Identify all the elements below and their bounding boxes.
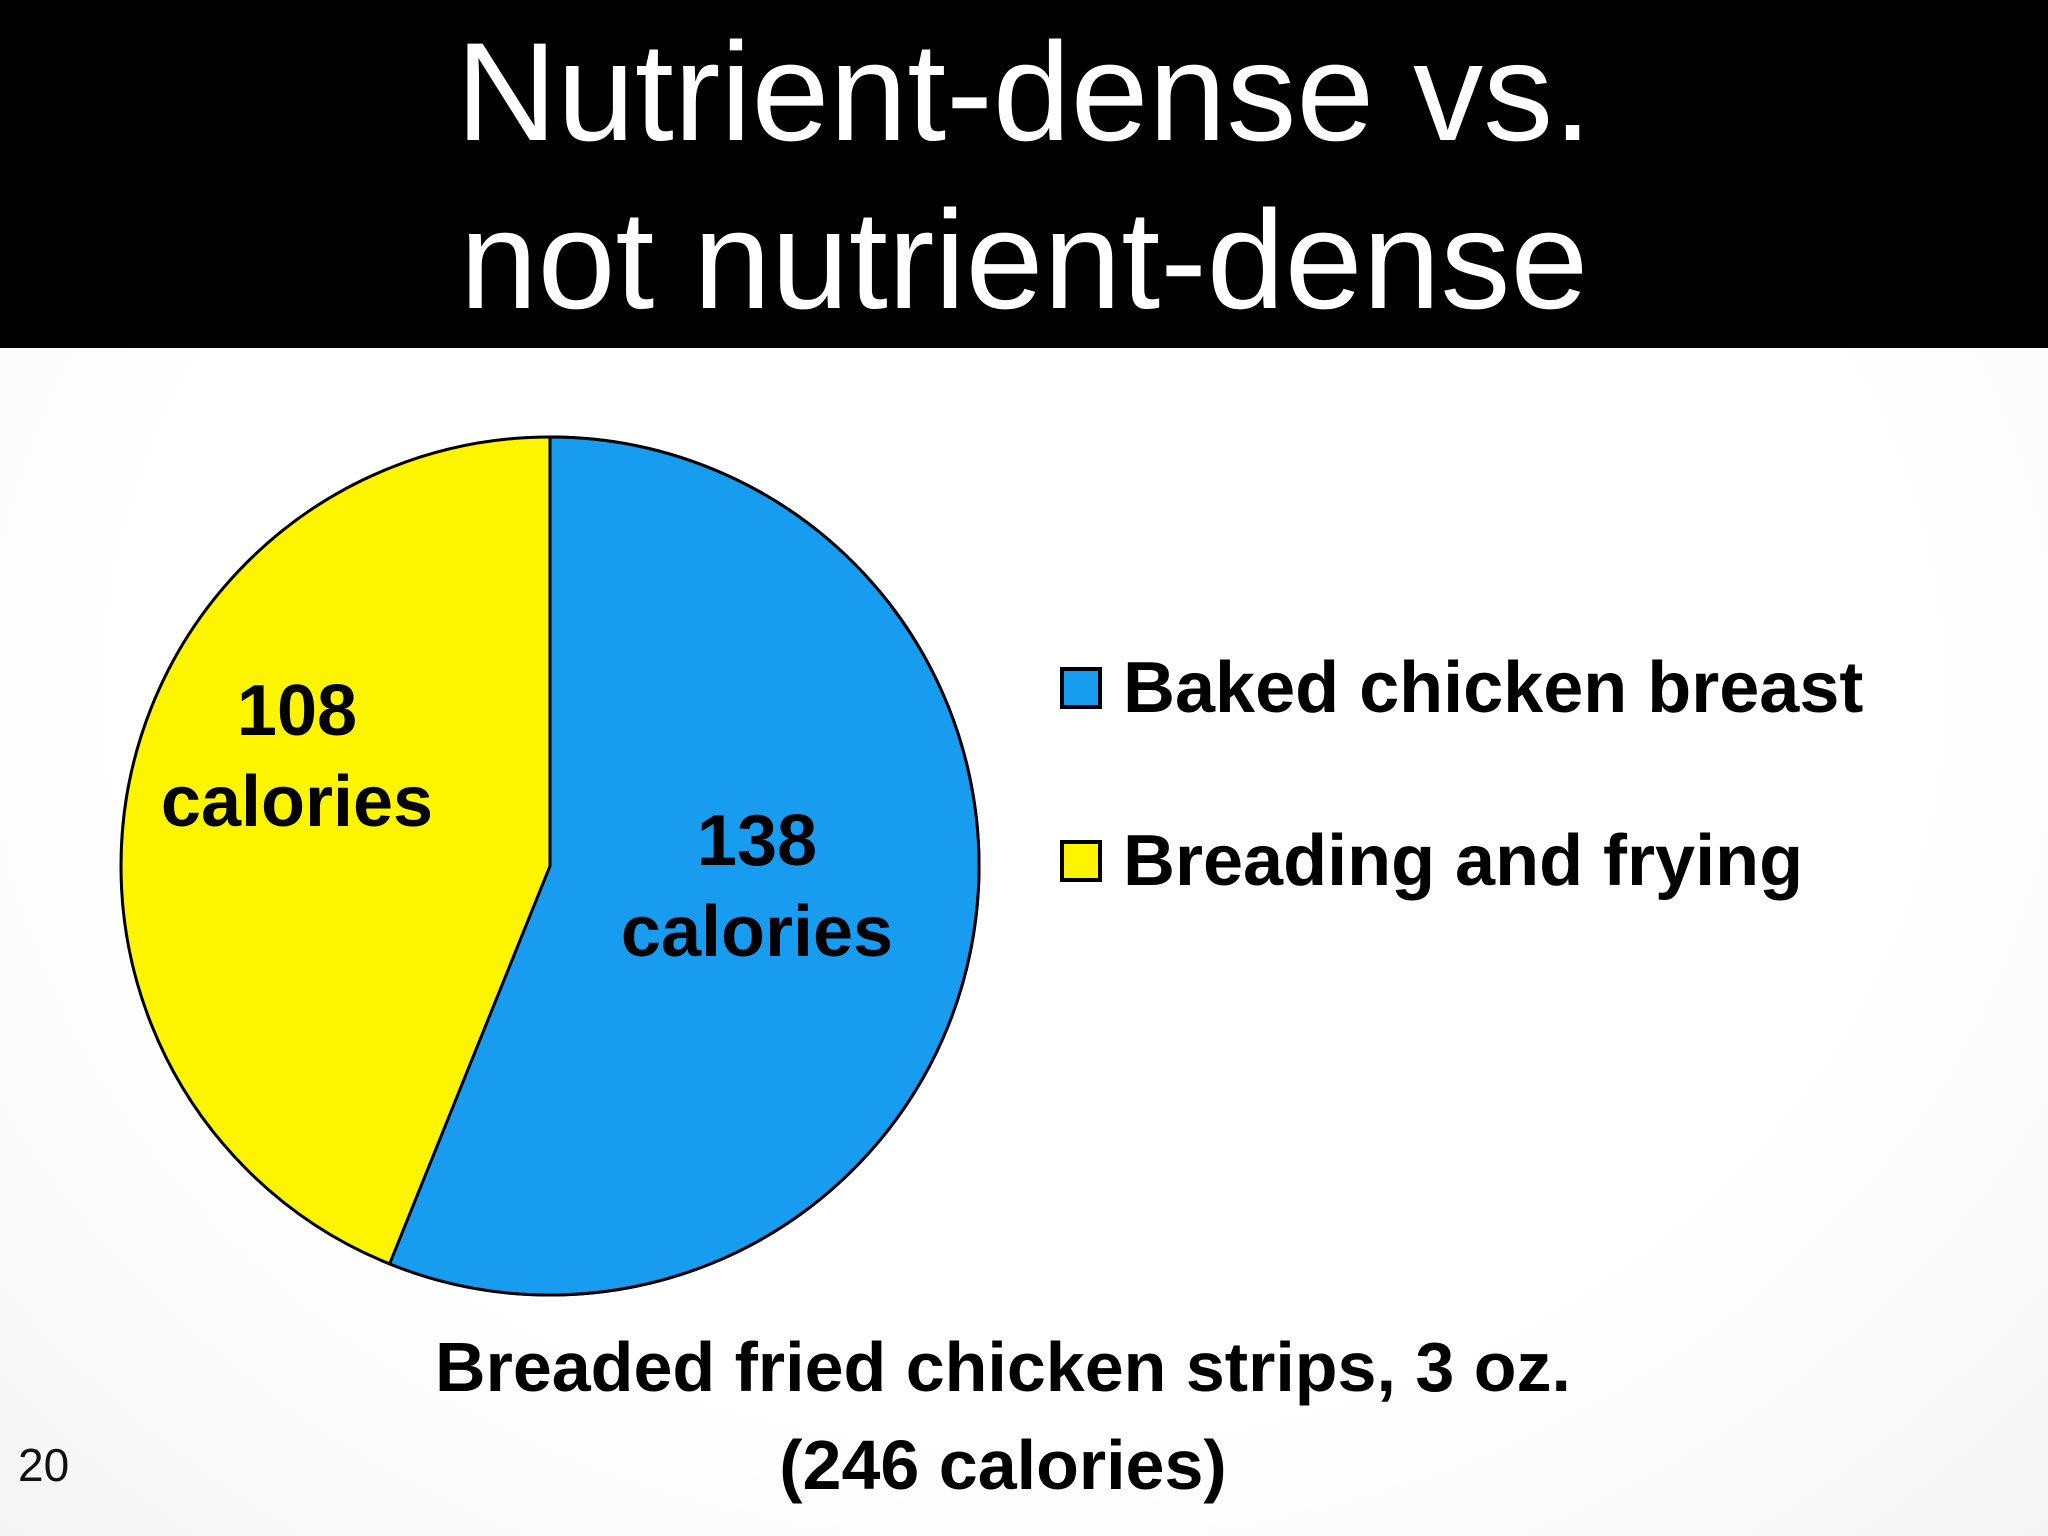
pie-label-value: 138: [696, 801, 818, 881]
caption-line-1: Breaded fried chicken strips, 3 oz.: [435, 1328, 1571, 1406]
pie-slice-baked-chicken-breast: [388, 435, 981, 1297]
legend-label-baked-chicken-breast: Baked chicken breast: [1123, 648, 1864, 728]
slide-title: Nutrient-dense vs. not nutrient-dense: [456, 4, 1592, 344]
page-number: 20: [18, 1439, 70, 1491]
title-line-2: not nutrient-dense: [459, 181, 1589, 338]
caption-line-2: (246 calories): [779, 1426, 1227, 1504]
legend-item-baked-chicken-breast: Baked chicken breast: [1060, 646, 1863, 730]
pie-chart: [119, 435, 981, 1297]
pie-label-unit: calories: [620, 892, 894, 972]
pie-label-value: 108: [236, 671, 358, 751]
legend-label-breading-and-frying: Breading and frying: [1123, 821, 1804, 901]
pie-label-unit: calories: [160, 762, 434, 842]
chart-caption: Breaded fried chicken strips, 3 oz. (246…: [303, 1318, 1703, 1514]
pie-label-breading-and-frying: 108 calories: [161, 666, 433, 848]
legend-item-breading-and-frying: Breading and frying: [1060, 819, 1803, 903]
legend-swatch-yellow-icon: [1060, 840, 1102, 882]
pie-label-baked-chicken-breast: 138 calories: [621, 796, 893, 978]
title-banner: Nutrient-dense vs. not nutrient-dense: [0, 0, 2048, 348]
legend-swatch-blue-icon: [1060, 667, 1102, 709]
title-line-1: Nutrient-dense vs.: [455, 13, 1593, 170]
